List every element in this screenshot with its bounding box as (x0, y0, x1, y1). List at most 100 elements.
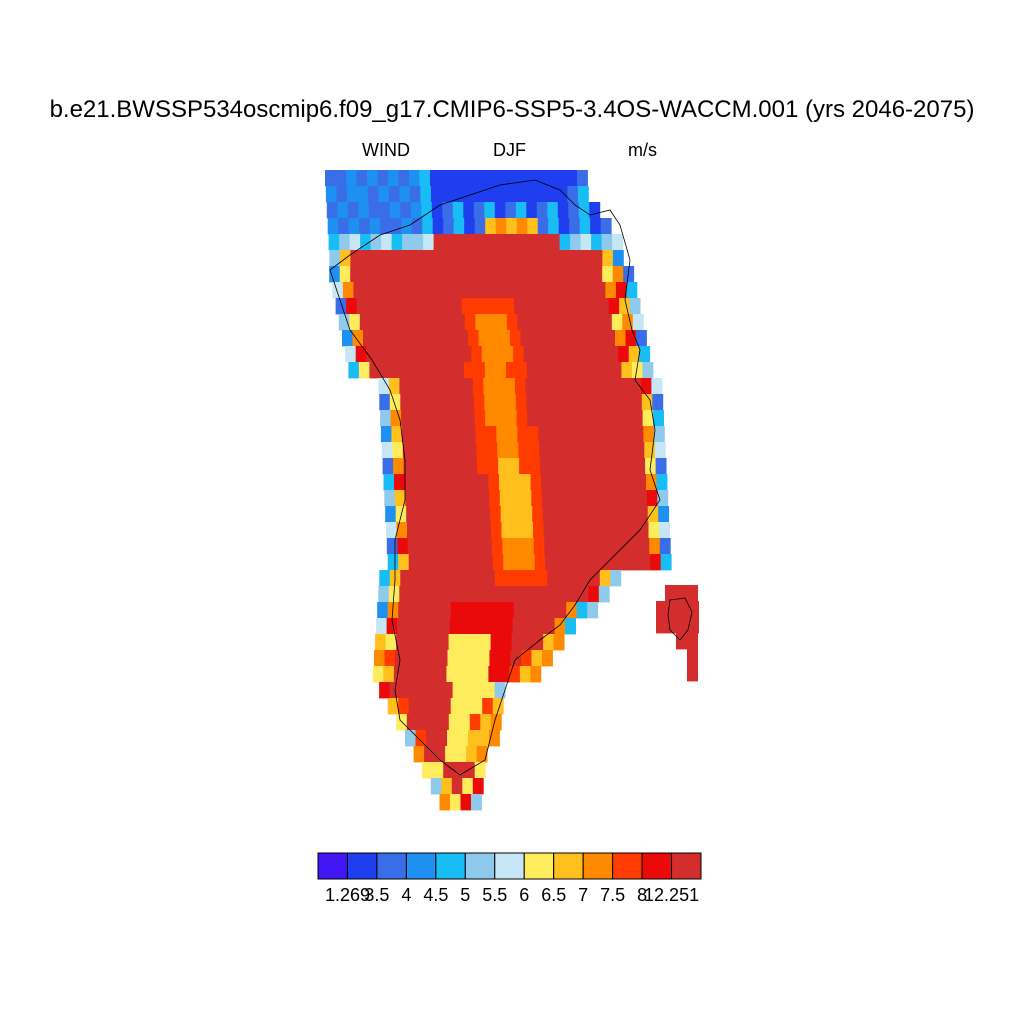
map-cell (367, 170, 378, 187)
map-cell (448, 506, 460, 523)
map-cell (434, 250, 446, 267)
map-cell (407, 522, 418, 539)
map-cell (409, 186, 421, 203)
map-cell (426, 330, 437, 347)
map-cell (623, 266, 635, 283)
map-cell (472, 778, 484, 795)
map-cell (419, 298, 431, 315)
map-cell (492, 602, 504, 619)
map-cell (530, 666, 542, 683)
map-cell (677, 601, 688, 618)
map-cell (525, 378, 537, 395)
map-cell (443, 218, 455, 235)
map-cell (506, 314, 518, 331)
map-cell (444, 234, 455, 251)
map-cell (396, 634, 407, 651)
map-cell (380, 426, 392, 443)
map-cell (478, 474, 489, 491)
map-cell (380, 314, 392, 331)
map-cell (623, 442, 635, 459)
map-cell (438, 634, 449, 651)
map-cell (562, 330, 574, 347)
map-cell (441, 186, 453, 203)
map-cell (451, 170, 462, 187)
map-cell (367, 186, 379, 203)
map-cell (577, 586, 589, 603)
map-cell (434, 442, 446, 459)
map-cell (614, 474, 626, 491)
map-cell (517, 234, 529, 251)
map-cell (637, 506, 649, 523)
map-cell (536, 394, 548, 411)
map-cell (511, 634, 523, 651)
map-cell (589, 202, 601, 219)
map-cell (430, 298, 441, 315)
map-cell (565, 618, 576, 635)
map-cell (483, 378, 495, 395)
map-cell (496, 314, 508, 331)
map-cell (391, 314, 403, 331)
map-cell (415, 490, 427, 507)
map-cell (460, 538, 472, 555)
map-cell (325, 186, 337, 203)
map-cell (598, 298, 609, 315)
map-cell (339, 234, 350, 251)
map-cell (506, 218, 518, 235)
map-cell (450, 554, 462, 571)
map-cell (398, 298, 410, 315)
map-cell (417, 714, 429, 731)
map-cell (527, 218, 539, 235)
map-cell (428, 618, 440, 635)
map-cell (459, 634, 470, 651)
map-cell (578, 202, 590, 219)
map-cell (532, 506, 544, 523)
map-cell (414, 458, 425, 475)
map-cell (355, 346, 367, 363)
map-cell (636, 490, 648, 507)
map-cell (403, 458, 415, 475)
map-cell (539, 250, 551, 267)
map-cell (518, 442, 530, 459)
map-cell (588, 586, 600, 603)
map-cell (627, 522, 639, 539)
map-cell (569, 218, 581, 235)
map-cell (535, 378, 547, 395)
map-cell (404, 474, 416, 491)
map-cell (594, 330, 605, 347)
map-cell (367, 298, 378, 315)
map-cell (342, 282, 354, 299)
map-cell (470, 522, 481, 539)
map-cell (577, 170, 588, 187)
map-cell (573, 330, 584, 347)
map-cell (624, 458, 635, 475)
map-cell (612, 266, 624, 283)
map-cell (526, 362, 538, 379)
map-cell (589, 362, 601, 379)
map-cell (326, 202, 338, 219)
map-cell (650, 554, 662, 571)
map-cell (621, 410, 633, 427)
map-cell (484, 394, 496, 411)
map-cell (503, 298, 515, 315)
map-cell (451, 298, 462, 315)
map-cell (430, 378, 442, 395)
map-cell (400, 394, 412, 411)
map-cell (499, 330, 511, 347)
map-cell (370, 234, 382, 251)
map-cell (385, 634, 397, 651)
map-cell (517, 314, 529, 331)
map-cell (590, 426, 602, 443)
map-cell (451, 186, 463, 203)
map-cell (493, 378, 505, 395)
map-cell (436, 490, 448, 507)
coastline (329, 179, 693, 776)
map-cell (400, 362, 412, 379)
map-cell (426, 490, 438, 507)
map-cell (590, 218, 602, 235)
map-cell (568, 202, 580, 219)
map-cell (597, 554, 609, 571)
map-cell (520, 490, 532, 507)
map-cell (544, 618, 555, 635)
map-cell (599, 394, 611, 411)
map-cell (509, 474, 521, 491)
